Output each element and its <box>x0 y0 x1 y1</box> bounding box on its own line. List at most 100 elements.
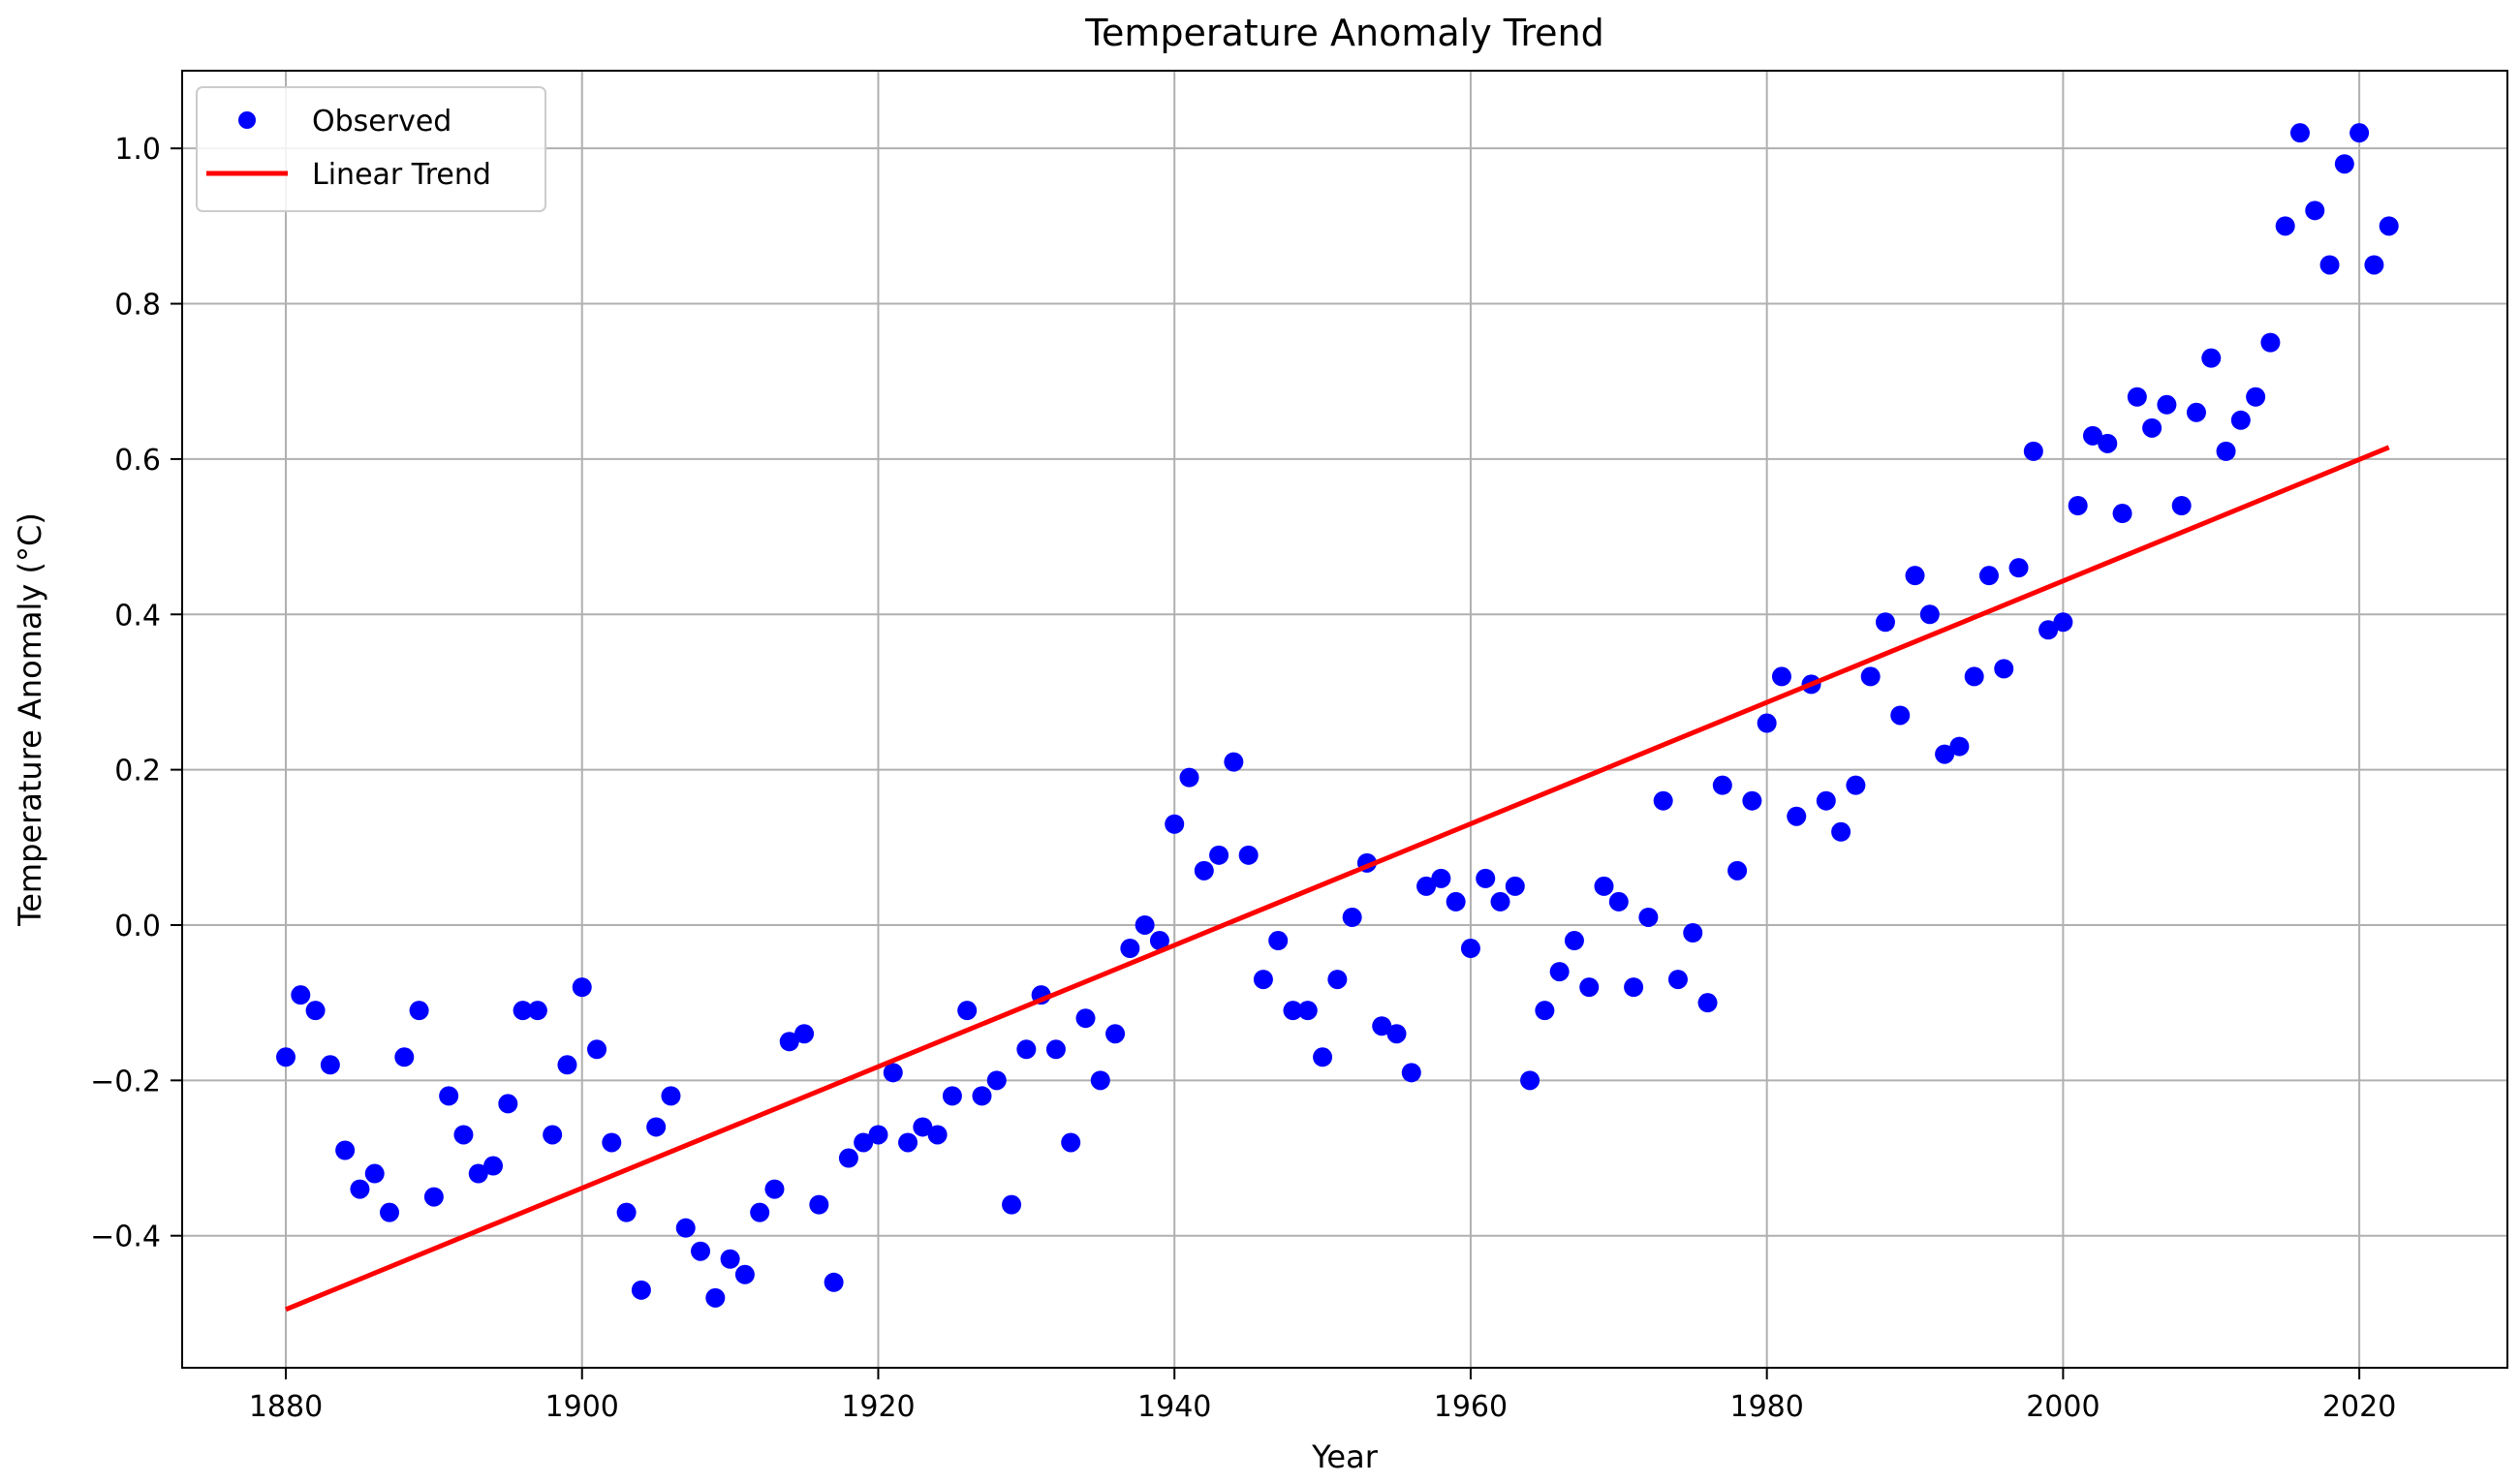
observed-point <box>764 1179 785 1199</box>
observed-point <box>527 1001 547 1021</box>
observed-point <box>1667 970 1688 990</box>
observed-point <box>2142 417 2162 438</box>
observed-point <box>1653 790 1673 811</box>
observed-point <box>1165 814 1185 834</box>
linear-trend-line <box>285 445 2390 1313</box>
y-tick-label: −0.4 <box>90 1221 161 1254</box>
observed-point <box>1608 891 1629 912</box>
observed-point <box>1771 666 1791 687</box>
observed-point <box>409 1001 429 1021</box>
observed-point <box>2379 216 2399 236</box>
observed-point <box>1253 970 1273 990</box>
observed-point <box>691 1241 711 1261</box>
observed-point <box>794 1024 815 1044</box>
chart-title: Temperature Anomaly Trend <box>1084 12 1604 54</box>
observed-point <box>809 1194 829 1215</box>
observed-point <box>1624 977 1644 998</box>
observed-point <box>1816 790 1836 811</box>
y-tick-label: 0.4 <box>114 599 161 633</box>
observed-point <box>972 1086 992 1106</box>
x-tick-label: 1920 <box>841 1390 915 1424</box>
observed-point <box>1090 1070 1110 1091</box>
x-tick-label: 1900 <box>545 1390 619 1424</box>
observed-point <box>2305 201 2325 221</box>
observed-point <box>364 1163 385 1184</box>
observed-point <box>1268 931 1289 951</box>
x-axis-ticks: 1880 1900 1920 1940 1960 1980 2000 2020 <box>249 1368 2396 1424</box>
observed-point <box>1179 767 1199 788</box>
x-tick-label: 1940 <box>1137 1390 1211 1424</box>
observed-point <box>1579 977 1600 998</box>
observed-point <box>1683 922 1703 943</box>
observed-point <box>543 1125 563 1145</box>
observed-point <box>734 1264 755 1284</box>
observed-point <box>1372 1016 1392 1036</box>
observed-point <box>942 1086 962 1106</box>
observed-point <box>2201 348 2222 368</box>
x-tick-label: 2020 <box>2322 1390 2396 1424</box>
x-tick-label: 1880 <box>249 1390 323 1424</box>
observed-point <box>2112 504 2132 524</box>
observed-point <box>513 1001 533 1021</box>
observed-point <box>2260 332 2281 353</box>
observed-point <box>1416 876 1437 896</box>
observed-point <box>2230 410 2251 430</box>
observed-point <box>1075 1008 1096 1029</box>
observed-point <box>2319 255 2340 275</box>
observed-point <box>1238 845 1259 865</box>
observed-point <box>350 1179 370 1199</box>
observed-point <box>927 1125 948 1145</box>
observed-point <box>1120 939 1140 959</box>
observed-point <box>1787 806 1807 826</box>
observed-point <box>1505 876 1525 896</box>
observed-point <box>380 1202 400 1222</box>
plot-area <box>276 123 2399 1313</box>
observed-point <box>587 1039 607 1060</box>
observed-point <box>291 985 311 1005</box>
observed-point <box>1045 1039 1066 1060</box>
observed-point <box>1297 1001 1318 1021</box>
observed-point <box>483 1156 504 1176</box>
x-tick-label: 2000 <box>2026 1390 2100 1424</box>
observed-point <box>2082 425 2102 446</box>
observed-point <box>1742 790 1762 811</box>
observed-point <box>824 1272 844 1292</box>
observed-point <box>1327 970 1348 990</box>
observed-point <box>986 1070 1007 1091</box>
observed-point <box>2038 620 2059 640</box>
legend-marker-observed <box>238 111 256 129</box>
observed-point <box>320 1055 340 1075</box>
observed-point <box>675 1218 696 1238</box>
observed-point <box>1978 566 1999 586</box>
observed-point <box>750 1202 770 1222</box>
observed-point <box>2289 123 2310 143</box>
axes-frame <box>181 70 2508 1369</box>
observed-point <box>1935 744 1955 764</box>
observed-point <box>2364 255 2384 275</box>
observed-point <box>572 977 592 998</box>
x-axis-label: Year <box>1311 1438 1379 1475</box>
observed-point <box>1564 931 1584 951</box>
observed-point <box>1061 1132 1081 1153</box>
observed-point <box>2157 394 2177 415</box>
observed-point <box>1919 604 1940 625</box>
observed-point <box>1016 1039 1037 1060</box>
observed-point <box>1964 666 1984 687</box>
observed-point <box>439 1086 459 1106</box>
observed-point <box>1224 752 1244 772</box>
observed-point <box>913 1117 933 1137</box>
observed-point <box>1283 1001 1303 1021</box>
observed-point <box>1549 962 1570 982</box>
observed-point <box>1949 736 1970 757</box>
observed-point <box>2008 558 2029 578</box>
observed-point <box>1594 876 1614 896</box>
y-axis-label: Temperature Anomaly (°C) <box>12 512 48 927</box>
observed-point <box>423 1187 444 1207</box>
observed-point <box>2334 154 2354 174</box>
y-tick-label: 0.6 <box>114 444 161 478</box>
observed-point <box>1697 993 1718 1013</box>
y-tick-label: 1.0 <box>114 133 161 167</box>
observed-point <box>1757 713 1777 733</box>
observed-point <box>2053 612 2073 633</box>
